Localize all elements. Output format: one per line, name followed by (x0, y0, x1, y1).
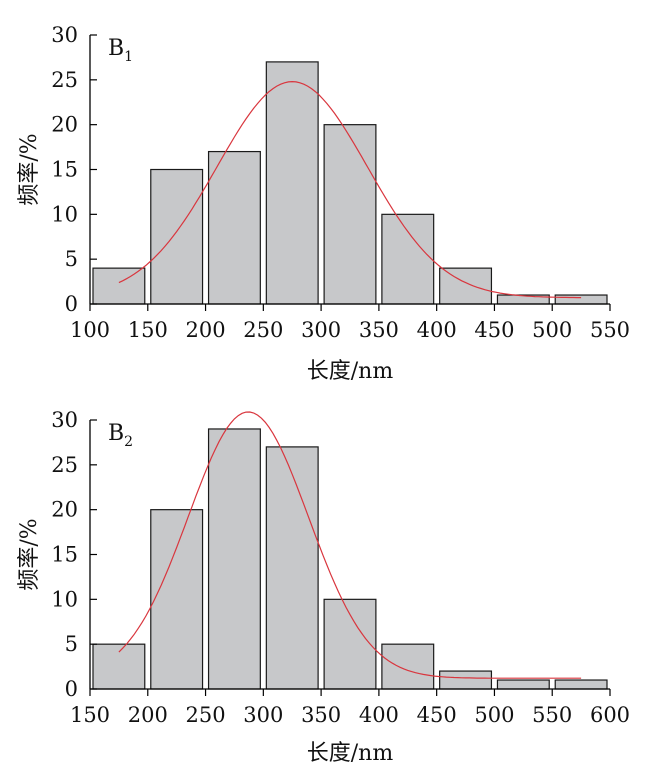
x-tick-label: 350 (359, 318, 399, 342)
panel-label: B2 (108, 421, 133, 450)
x-tick-label: 350 (301, 703, 341, 727)
x-tick-label: 400 (417, 318, 457, 342)
y-tick-label: 10 (51, 202, 78, 226)
bar (381, 213, 435, 305)
x-axis-title: 长度/nm (307, 359, 394, 384)
x-tick-label: 150 (128, 318, 168, 342)
fit-curve (118, 80, 582, 299)
bar (439, 670, 493, 690)
x-tick-label: 550 (532, 703, 572, 727)
x-tick-label: 250 (243, 318, 283, 342)
x-tick-label: 300 (301, 318, 341, 342)
panel-label-letter: B (108, 421, 124, 446)
bar (150, 168, 204, 305)
x-tick-label: 450 (417, 703, 457, 727)
y-tick-label: 0 (65, 292, 78, 316)
bar (554, 679, 608, 690)
panel-label-subscript: 1 (124, 49, 133, 65)
bar (323, 124, 377, 305)
panel-label-subscript: 2 (124, 434, 133, 450)
bar (323, 598, 377, 690)
y-tick-label: 15 (51, 543, 78, 567)
x-tick-label: 250 (186, 703, 226, 727)
chart-panel-b1: 0 5 10 15 20 25 30 100 150 200 250 300 350 400 450 500 5… (17, 23, 630, 384)
x-tick-label: 400 (359, 703, 399, 727)
x-tick-label: 600 (590, 703, 630, 727)
x-tick-label: 200 (128, 703, 168, 727)
x-axis-title: 长度/nm (307, 741, 394, 766)
bar (439, 267, 493, 305)
bar (92, 643, 146, 690)
bar (265, 446, 319, 690)
y-tick-label: 5 (65, 632, 78, 656)
bar (496, 679, 550, 690)
y-tick-label: 20 (51, 498, 78, 522)
bar (265, 61, 319, 305)
chart-panel-b2: 0 5 10 15 20 25 30 150 200 250 300 350 400 450 500 550 6… (17, 408, 630, 766)
x-tick-label: 300 (243, 703, 283, 727)
x-tick-label: 500 (532, 318, 572, 342)
x-tick-label: 200 (186, 318, 226, 342)
y-tick-label: 0 (65, 677, 78, 701)
x-tick-label: 550 (590, 318, 630, 342)
bar (381, 643, 435, 690)
x-tick-label: 100 (70, 318, 110, 342)
y-tick-label: 25 (51, 453, 78, 477)
y-tick-label: 30 (51, 23, 78, 47)
y-tick-label: 25 (51, 68, 78, 92)
fit-curve (118, 411, 582, 679)
y-tick-label: 20 (51, 113, 78, 137)
bar (207, 428, 261, 690)
bar (207, 150, 261, 305)
x-tick-label: 500 (474, 703, 514, 727)
bar (554, 294, 608, 305)
bar (150, 509, 204, 690)
y-tick-label: 15 (51, 158, 78, 182)
y-axis-title: 频率/% (17, 518, 42, 590)
y-tick-label: 10 (51, 587, 78, 611)
bar (92, 267, 146, 305)
panel-label-letter: B (108, 36, 124, 61)
y-axis-title: 频率/% (17, 133, 42, 205)
y-tick-label: 5 (65, 247, 78, 271)
y-tick-label: 30 (51, 408, 78, 432)
x-tick-label: 450 (474, 318, 514, 342)
panel-label: B1 (108, 36, 133, 65)
x-tick-label: 150 (70, 703, 110, 727)
